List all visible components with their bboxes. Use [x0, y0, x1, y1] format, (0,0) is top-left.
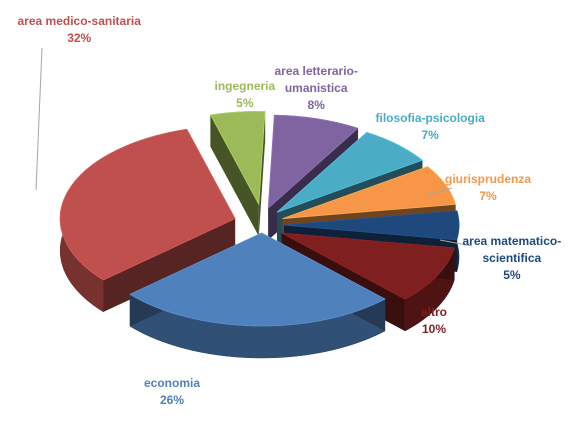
slice-name: filosofia-psicologia: [375, 111, 485, 125]
slice-name: economia: [144, 376, 201, 390]
slice-name: area matematico-: [462, 233, 562, 248]
slice-name: area letterario-: [274, 63, 358, 78]
slice-label: area medico-sanitaria 32%: [18, 13, 141, 47]
slice-name: umanistica: [284, 80, 348, 95]
slice-value: 10%: [421, 322, 447, 336]
slice-label: economia 26%: [144, 375, 200, 409]
pie-slice-area-medico-sanitaria: [59, 128, 236, 313]
slice-value: 5%: [503, 267, 521, 282]
leader-line: [424, 187, 453, 197]
slice-label: area matematico-scientifica 5%: [463, 233, 562, 284]
slice-label: altro 10%: [421, 304, 447, 338]
slice-value: 26%: [159, 393, 185, 407]
slice-name: giurisprudenza: [445, 172, 532, 186]
leader-line: [35, 47, 43, 191]
slice-label: giurisprudenza 7%: [445, 171, 531, 205]
slice-label: area letterario-umanistica 8%: [275, 63, 358, 114]
slice-label: filosofia-psicologia 7%: [376, 110, 485, 144]
slice-name: altro: [421, 305, 448, 319]
slice-name: ingegneria: [214, 79, 276, 93]
slice-name: scientifica: [482, 250, 542, 265]
slice-name: area medico-sanitaria: [17, 14, 141, 28]
slice-value: 5%: [236, 96, 254, 110]
pie-slice-ingegneria: [209, 110, 266, 237]
leader-line: [439, 239, 473, 247]
pie-slice-economia: [129, 232, 386, 359]
slice-value: 7%: [479, 189, 497, 203]
slice-value: 32%: [67, 31, 92, 45]
slice-label: ingegneria 5%: [215, 78, 276, 112]
slice-value: 8%: [307, 97, 325, 112]
slice-value: 7%: [421, 128, 439, 142]
